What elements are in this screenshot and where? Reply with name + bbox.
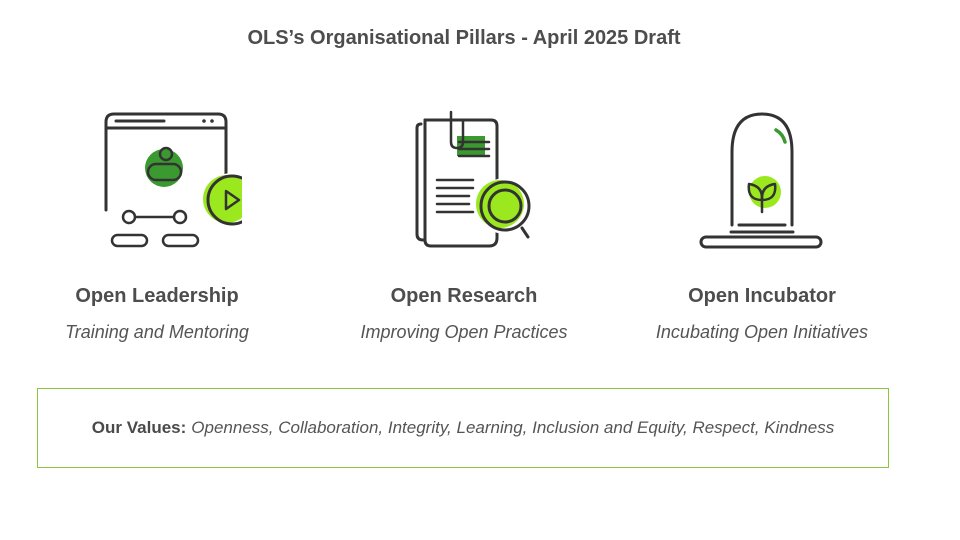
values-box: Our Values: Openness, Collaboration, Int… (37, 388, 889, 468)
pillar-title: Open Leadership (75, 285, 239, 307)
pillar-subtitle: Incubating Open Initiatives (655, 322, 869, 342)
pillar-title: Open Incubator (688, 285, 836, 307)
values-text: Openness, Collaboration, Integrity, Lear… (191, 418, 835, 437)
video-mentoring-icon (104, 112, 242, 248)
document-magnifier-icon (415, 110, 533, 248)
page-title: OLS’s Organisational Pillars - April 202… (247, 27, 681, 49)
pillar-subtitle: Improving Open Practices (360, 322, 568, 342)
pillar-title: Open Research (390, 285, 538, 307)
sprout-bell-jar-icon (699, 112, 823, 249)
values-label: Our Values: (91, 418, 187, 437)
pillar-open-research: Open Research Improving Open Practices (314, 100, 614, 342)
pillar-open-incubator: Open Incubator Incubating Open Initiativ… (612, 100, 912, 342)
pillar-subtitle: Training and Mentoring (65, 322, 249, 342)
pillar-open-leadership: Open Leadership Training and Mentoring (7, 100, 307, 342)
